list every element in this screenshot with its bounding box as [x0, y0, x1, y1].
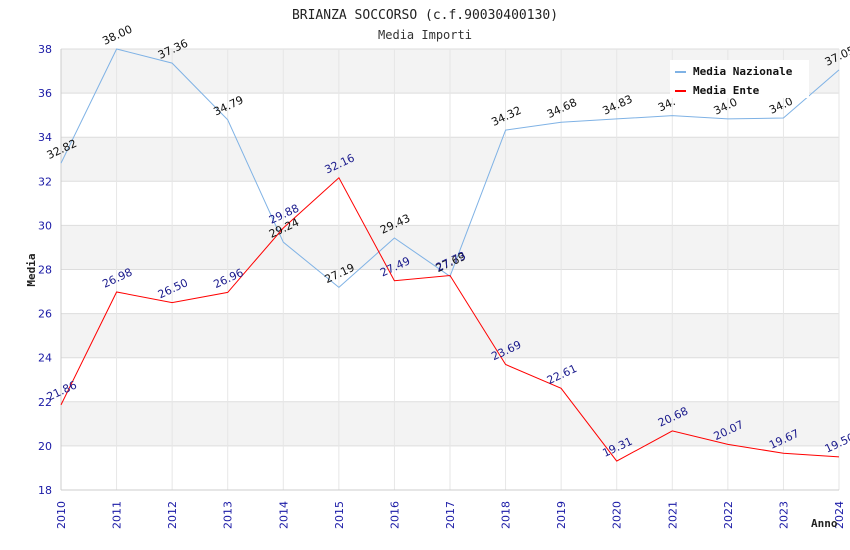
- data-label-media-nazionale: 34.0: [712, 95, 740, 117]
- axes: [60, 49, 839, 491]
- x-tick-label: 2018: [500, 501, 513, 529]
- y-tick-label: 36: [38, 87, 52, 100]
- data-label-media-nazionale: 34.79: [211, 93, 245, 118]
- y-tick-label: 24: [38, 352, 52, 365]
- chart-subtitle: Media Importi: [378, 28, 472, 42]
- y-tick-label: 30: [38, 219, 52, 232]
- y-tick-labels: 18 20 22 24 26 28 30 32 34 36 38: [38, 43, 52, 497]
- legend-entry-media-nazionale: Media Nazionale: [693, 65, 793, 78]
- data-label-media-nazionale: 34.: [656, 95, 677, 114]
- x-tick-label: 2013: [222, 501, 235, 529]
- legend: Media Nazionale Media Ente: [670, 60, 809, 98]
- x-tick-label: 2011: [111, 501, 124, 529]
- y-tick-label: 28: [38, 264, 52, 277]
- data-label-media-nazionale: 38.00: [100, 23, 134, 48]
- x-tick-label: 2010: [55, 501, 68, 529]
- x-tick-label: 2021: [666, 501, 679, 529]
- y-tick-label: 38: [38, 43, 52, 56]
- data-label-media-ente: 22.61: [545, 362, 579, 387]
- x-tick-label: 2019: [555, 501, 568, 529]
- y-tick-label: 18: [38, 484, 52, 497]
- y-tick-label: 26: [38, 308, 52, 321]
- legend-box: [670, 60, 809, 98]
- data-label-media-nazionale: 34.32: [489, 104, 523, 129]
- y-tick-label: 32: [38, 175, 52, 188]
- x-tick-label: 2012: [166, 501, 179, 529]
- x-tick-label: 2020: [611, 501, 624, 529]
- data-label-media-ente: 26.50: [156, 276, 190, 301]
- chart-title: BRIANZA SOCCORSO (c.f.90030400130): [292, 8, 558, 23]
- legend-entry-media-ente: Media Ente: [693, 84, 760, 97]
- y-tick-label: 20: [38, 440, 52, 453]
- data-label-media-nazionale: 34.83: [600, 93, 634, 118]
- y-tick-label: 34: [38, 131, 52, 144]
- x-tick-labels: 2010 2011 2012 2013 2014 2015 2016 2017 2018 2019…: [55, 501, 846, 529]
- x-tick-label: 2023: [777, 501, 790, 529]
- x-tick-label: 2022: [722, 501, 735, 529]
- x-tick-label: 2016: [388, 501, 401, 529]
- series-line-media-ente: [60, 177, 840, 462]
- series-lines: [60, 48, 840, 462]
- x-tick-label: 2015: [333, 501, 346, 529]
- data-label-media-nazionale: 34.68: [545, 96, 579, 121]
- x-axis-label: Anno: [811, 517, 838, 530]
- grid-lines: [60, 48, 840, 491]
- x-tick-label: 2014: [277, 501, 290, 529]
- y-tick-label: 22: [38, 396, 52, 409]
- data-label-media-ente: 21.86: [45, 379, 79, 404]
- y-axis-label: Media: [25, 253, 38, 286]
- x-tick-label: 2017: [444, 501, 457, 529]
- x-tick-label: 2024: [833, 501, 846, 529]
